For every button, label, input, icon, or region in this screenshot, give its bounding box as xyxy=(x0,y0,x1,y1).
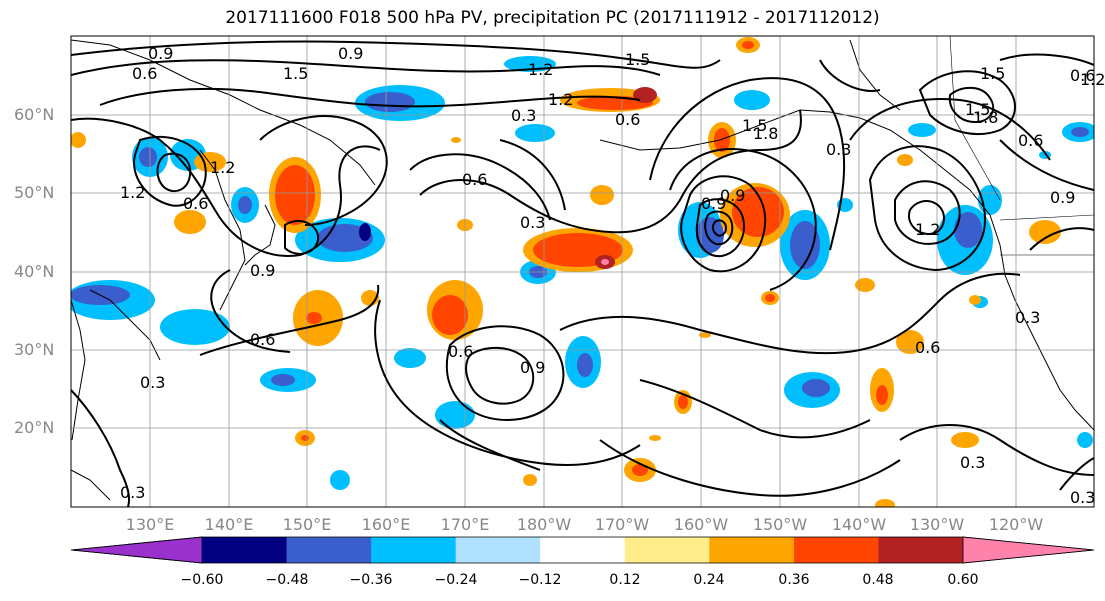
contour-label: 1.2 xyxy=(528,60,554,79)
contour-label: 0.3 xyxy=(1070,488,1096,507)
lon-label: 170°E xyxy=(440,515,490,534)
colorbar-bin xyxy=(371,537,457,563)
contour-label: 0.9 xyxy=(701,194,727,213)
contour-label: 0.6 xyxy=(448,342,474,361)
contour-label: 1.5 xyxy=(742,116,768,135)
colorbar-extend-high xyxy=(962,536,1095,564)
contour-label: 0.6 xyxy=(250,330,276,349)
colorbar-bin xyxy=(878,537,964,563)
contour-label: 0.6 xyxy=(462,170,488,189)
colorbar-bin xyxy=(202,537,288,563)
contour-label: 0.3 xyxy=(120,483,146,502)
lon-label: 120°W xyxy=(988,515,1044,534)
colorbar-tick-label: −0.12 xyxy=(518,572,562,588)
lon-label: 140°W xyxy=(831,515,887,534)
lon-label: 160°E xyxy=(361,515,411,534)
precipitation-shading xyxy=(71,37,1094,507)
colorbar-bin xyxy=(455,537,541,563)
contour-label: 1.8 xyxy=(973,108,999,127)
contour-label: 0.3 xyxy=(960,453,986,472)
contour-label: 0.6 xyxy=(615,110,641,129)
colorbar-tick-label: −0.24 xyxy=(434,572,478,588)
contour-label: 1.2 xyxy=(915,220,941,239)
colorbar-tick-label: 0.60 xyxy=(947,572,979,588)
contour-label: 0.9 xyxy=(1050,188,1076,207)
colorbar-extend-low xyxy=(70,536,203,564)
colorbar-tick-label: 0.48 xyxy=(862,572,894,588)
contour-label: 0.3 xyxy=(1015,308,1041,327)
colorbar-tick-label: 0.24 xyxy=(693,572,725,588)
lon-label: 130°E xyxy=(125,515,175,534)
colorbar-bin xyxy=(540,537,626,563)
colorbar-tick-label: −0.48 xyxy=(265,572,309,588)
lon-label: 130°W xyxy=(909,515,965,534)
contour-label: 0.9 xyxy=(148,44,174,63)
contour-label: 1.2 xyxy=(1080,70,1105,89)
map-title: 2017111600 F018 500 hPa PV, precipitatio… xyxy=(225,8,880,28)
pv-contours xyxy=(71,40,1094,507)
lat-label: 30°N xyxy=(14,340,55,359)
colorbar-bin xyxy=(709,537,795,563)
lon-label: 140°E xyxy=(204,515,254,534)
colorbar-tick-label: 0.36 xyxy=(778,572,810,588)
contour-label: 1.8 xyxy=(753,124,779,143)
contour-label: 1.5 xyxy=(965,100,991,119)
contour-label: 0.3 xyxy=(140,373,166,392)
contour-label: 1.2 xyxy=(210,158,236,177)
lat-label: 40°N xyxy=(14,262,55,281)
contour-label: 0.3 xyxy=(511,106,537,125)
contour-label: 0.3 xyxy=(826,140,852,159)
contour-label: 1.2 xyxy=(120,183,146,202)
contour-label: 0.9 xyxy=(338,44,364,63)
contour-label: 0.6 xyxy=(183,194,209,213)
contour-label: 1.5 xyxy=(625,50,651,69)
graticule xyxy=(71,36,1094,507)
contour-label: 0.3 xyxy=(520,213,546,232)
colorbar-bin xyxy=(624,537,710,563)
lat-label: 50°N xyxy=(14,183,55,202)
contour-label: 1.2 xyxy=(548,90,574,109)
colorbar-tick-label: −0.60 xyxy=(180,572,224,588)
contour-label: 0.6 xyxy=(915,338,941,357)
contour-label: 0.6 xyxy=(1070,66,1096,85)
contour-label: 1.5 xyxy=(980,64,1006,83)
lon-label: 170°W xyxy=(594,515,650,534)
contour-label: 1.5 xyxy=(283,64,309,83)
colorbar-bin xyxy=(793,537,879,563)
contour-label: 0.6 xyxy=(132,64,158,83)
colorbar-bin xyxy=(286,537,372,563)
contour-label: 0.6 xyxy=(1018,131,1044,150)
lat-label: 20°N xyxy=(14,418,55,437)
contour-label: 0.9 xyxy=(520,358,546,377)
contour-label: 0.9 xyxy=(250,261,276,280)
lon-label: 150°E xyxy=(282,515,332,534)
lon-label: 160°W xyxy=(673,515,729,534)
lon-label: 180°W xyxy=(516,515,572,534)
colorbar xyxy=(70,536,1095,564)
colorbar-tick-label: −0.36 xyxy=(349,572,393,588)
lon-label: 150°W xyxy=(752,515,808,534)
colorbar-tick-label: 0.12 xyxy=(609,572,641,588)
lat-label: 60°N xyxy=(14,105,55,124)
contour-label: 0.9 xyxy=(720,186,746,205)
